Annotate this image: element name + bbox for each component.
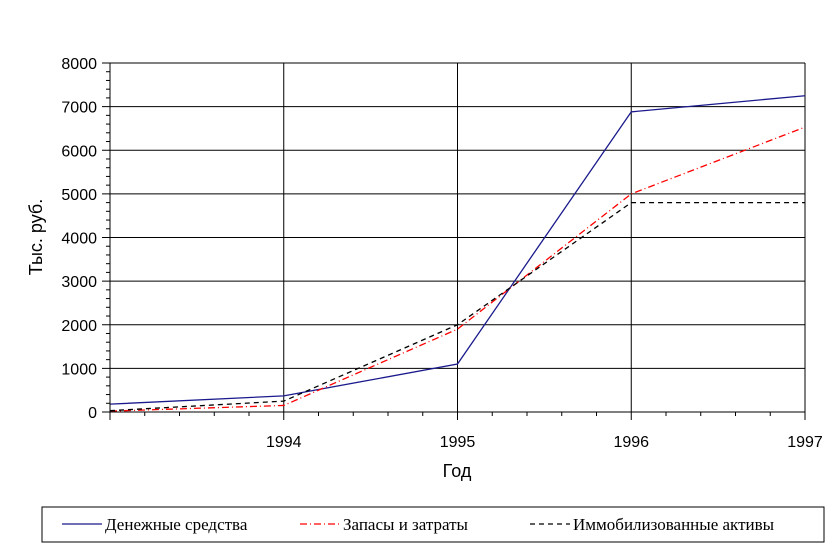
y-tick-label: 6000 bbox=[61, 143, 97, 160]
legend-label-2: Запасы и затраты bbox=[343, 515, 469, 534]
legend-frame bbox=[41, 506, 825, 543]
series-line-1 bbox=[109, 95, 806, 405]
axes bbox=[102, 62, 806, 420]
y-tick-label: 5000 bbox=[61, 187, 97, 204]
legend: Денежные средства Запасы и затраты Иммобил… bbox=[41, 506, 825, 543]
y-tick-label: 7000 bbox=[61, 100, 97, 117]
series-group bbox=[109, 95, 806, 412]
x-tick-label: 1997 bbox=[787, 434, 823, 451]
y-tick-label: 4000 bbox=[61, 231, 97, 248]
y-tick-label: 2000 bbox=[61, 318, 97, 335]
x-tick-label: 1994 bbox=[266, 434, 302, 451]
x-tick-label: 1996 bbox=[613, 434, 649, 451]
x-axis-title: Год bbox=[443, 461, 472, 481]
x-tick-label: 1995 bbox=[440, 434, 476, 451]
series-line-3 bbox=[109, 201, 805, 412]
grid bbox=[110, 62, 806, 413]
legend-label-1: Денежные средства bbox=[105, 515, 248, 534]
y-tick-label: 3000 bbox=[61, 274, 97, 291]
y-axis-title: Тыс. руб. bbox=[26, 199, 46, 275]
y-tick-label: 8000 bbox=[61, 56, 97, 73]
y-tick-label: 1000 bbox=[61, 361, 97, 378]
legend-label-3: Иммобилизованные активы bbox=[573, 515, 775, 534]
tick-labels: 0 1000 2000 3000 4000 5000 6000 7000 8000 1994 199… bbox=[61, 56, 822, 451]
y-tick-label: 0 bbox=[88, 405, 97, 422]
series-line-2 bbox=[109, 126, 806, 412]
